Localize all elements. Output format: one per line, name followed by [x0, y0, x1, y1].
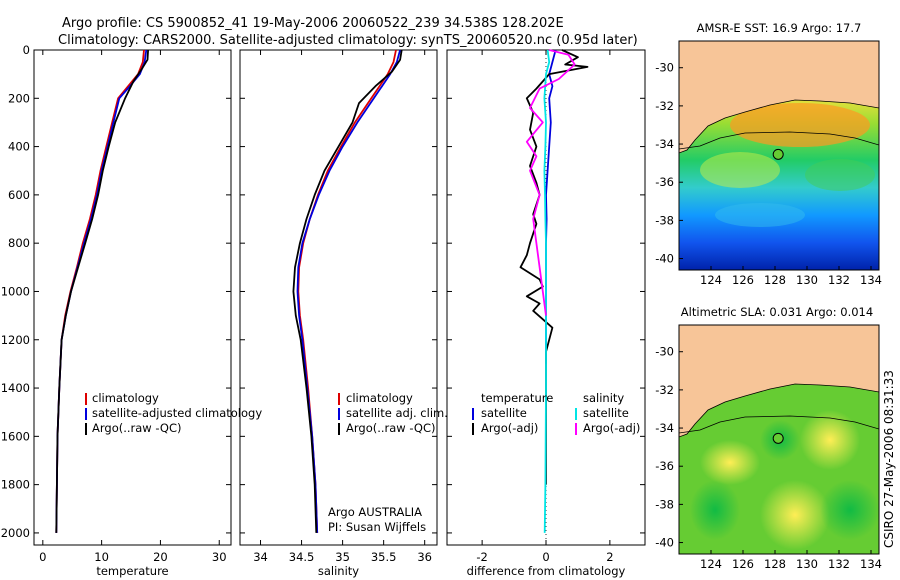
temperature-frame [33, 49, 232, 546]
y-tick-label: -36 [655, 175, 674, 189]
series-temperature-argo [519, 49, 589, 485]
x-tick-label: 35.5 [371, 550, 397, 564]
x-tick-label: 0 [39, 550, 46, 564]
salinity-frame [239, 49, 438, 546]
y-tick-label: -30 [655, 345, 674, 359]
x-tick-label: 0 [542, 550, 549, 564]
difference-legend: temperature satellite Argo(-adj) salinit… [472, 391, 640, 435]
legend-header-salinity: salinity [583, 391, 624, 405]
x-tick-label: -2 [476, 550, 487, 564]
x-tick-label: 124 [700, 557, 722, 571]
legend-label: satellite-adjusted climatology [92, 406, 262, 420]
y-tick-label: -40 [655, 252, 674, 266]
y-tick-label: -30 [655, 61, 674, 75]
y-tick-label: 1400 [1, 381, 30, 395]
salinity-legend: climatology satellite adj. clim. Argo(..… [328, 391, 448, 534]
y-tick-label: -32 [655, 383, 674, 397]
legend-label: climatology [92, 391, 159, 405]
sst_map-frame [678, 40, 880, 271]
y-tick-label: 2000 [1, 526, 30, 540]
header-line-1: Argo profile: CS 5900852_41 19-May-2006 … [62, 16, 564, 31]
x-tick-label: 126 [732, 557, 754, 571]
sla-map-image [679, 325, 879, 554]
y-tick-label: -34 [655, 137, 674, 151]
argo-location-marker [772, 432, 784, 444]
y-tick-label: 0 [23, 43, 30, 57]
header-line-2: Climatology: CARS2000. Satellite-adjuste… [58, 33, 638, 48]
legend-label: climatology [346, 391, 413, 405]
x-tick-label: 2 [606, 550, 613, 564]
csiro-timestamp: CSIRO 27-May-2006 08:31:33 [882, 370, 896, 548]
sla-map-axes: 124 126 128 130 132 134 -30 -32 -34 -36 -38 -40 [655, 324, 882, 571]
sla_map-frame [678, 324, 880, 555]
x-tick-label: 36 [417, 550, 432, 564]
x-tick-label: 130 [796, 273, 818, 287]
x-axis-label: difference from climatology [467, 564, 626, 578]
y-tick-label: 400 [8, 140, 30, 154]
x-tick-label: 128 [764, 273, 786, 287]
legend-label: Argo(-adj) [481, 421, 538, 435]
legend-label: satellite adj. clim. [346, 406, 448, 420]
salinity-panel: 34 34.5 35 35.5 36 salinity [239, 49, 438, 578]
sst-map-image [679, 41, 879, 270]
x-axis-label: salinity [318, 564, 359, 578]
temperature-panel: 0 10 20 30 0 200 400 600 800 1000 1200 1400 1600 1800… [1, 43, 232, 578]
argo-annotation-line-2: PI: Susan Wijffels [328, 520, 426, 534]
y-tick-label: 1600 [1, 429, 30, 443]
series-argo [292, 49, 403, 533]
sst-map-axes: 124 126 128 130 132 134 -30 -32 -34 -36 -38 -40 [655, 40, 882, 287]
y-tick-label: 200 [8, 91, 30, 105]
x-tick-label: 34.5 [289, 550, 315, 564]
series-salinity-argo [525, 49, 576, 316]
x-tick-label: 10 [94, 550, 109, 564]
y-tick-label: -40 [655, 536, 674, 550]
legend-label: Argo(..raw -QC) [92, 421, 182, 435]
y-tick-label: -36 [655, 459, 674, 473]
y-tick-label: 1000 [1, 284, 30, 298]
x-tick-label: 35 [335, 550, 350, 564]
x-tick-label: 34 [253, 550, 268, 564]
y-tick-label: 600 [8, 188, 30, 202]
y-tick-label: -38 [655, 497, 674, 511]
x-tick-label: 124 [700, 273, 722, 287]
x-tick-label: 126 [732, 273, 754, 287]
legend-label: Argo(..raw -QC) [346, 421, 436, 435]
legend-label: Argo(-adj) [583, 421, 640, 435]
argo-annotation-line-1: Argo AUSTRALIA [328, 505, 422, 519]
x-tick-label: 30 [212, 550, 227, 564]
y-tick-label: -34 [655, 421, 674, 435]
x-tick-label: 128 [764, 557, 786, 571]
legend-label: satellite [481, 406, 527, 420]
sst-map-title: AMSR-E SST: 16.9 Argo: 17.7 [697, 21, 862, 35]
x-tick-label: 130 [796, 557, 818, 571]
x-tick-label: 20 [153, 550, 168, 564]
y-tick-label: 1800 [1, 478, 30, 492]
x-tick-label: 132 [828, 273, 850, 287]
x-axis-label: temperature [96, 564, 168, 578]
legend-header-temperature: temperature [481, 391, 553, 405]
y-tick-label: -32 [655, 99, 674, 113]
legend-label: satellite [583, 406, 629, 420]
series-argo [55, 49, 149, 533]
x-tick-label: 132 [828, 557, 850, 571]
y-tick-label: 800 [8, 236, 30, 250]
y-tick-label: 1200 [1, 333, 30, 347]
y-tick-label: -38 [655, 213, 674, 227]
x-tick-label: 134 [860, 557, 882, 571]
series-climatology [55, 49, 145, 533]
sla-map-title: Altimetric SLA: 0.031 Argo: 0.014 [681, 305, 873, 319]
series-salinity-satellite [543, 49, 551, 533]
x-tick-label: 134 [860, 273, 882, 287]
temperature-legend: climatology satellite-adjusted climatolo… [85, 391, 262, 435]
argo-location-marker [772, 148, 784, 160]
series-temperature-satellite [545, 49, 557, 364]
